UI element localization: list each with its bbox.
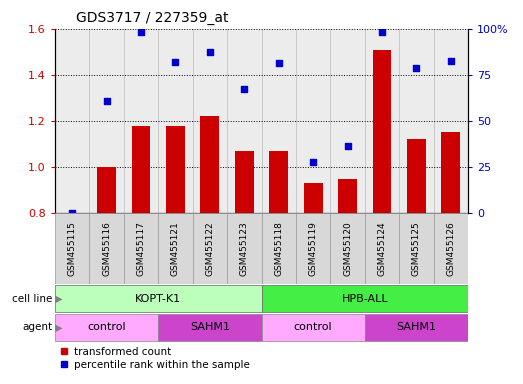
Text: agent: agent: [22, 322, 52, 333]
Bar: [158, 29, 192, 213]
Legend: transformed count, percentile rank within the sample: transformed count, percentile rank withi…: [60, 347, 249, 370]
Bar: [158, 213, 192, 284]
Bar: [365, 313, 468, 341]
Point: [171, 59, 179, 65]
Text: GSM455124: GSM455124: [378, 221, 386, 276]
Text: GSM455116: GSM455116: [102, 221, 111, 276]
Bar: [124, 213, 158, 284]
Point: [447, 58, 455, 64]
Text: KOPT-K1: KOPT-K1: [135, 293, 181, 304]
Text: ▶: ▶: [52, 322, 63, 333]
Text: GSM455122: GSM455122: [206, 221, 214, 276]
Bar: [97, 167, 116, 213]
Text: GSM455120: GSM455120: [343, 221, 352, 276]
Bar: [124, 29, 158, 213]
Bar: [89, 29, 124, 213]
Bar: [262, 313, 365, 341]
Text: ▶: ▶: [52, 293, 63, 304]
Point: [103, 98, 111, 104]
Text: control: control: [294, 322, 333, 333]
Text: GSM455125: GSM455125: [412, 221, 421, 276]
Bar: [192, 29, 227, 213]
Bar: [158, 313, 262, 341]
Bar: [55, 213, 89, 284]
Bar: [235, 151, 254, 213]
Bar: [304, 183, 323, 213]
Text: GSM455123: GSM455123: [240, 221, 249, 276]
Text: GSM455118: GSM455118: [274, 221, 283, 276]
Bar: [372, 50, 392, 213]
Bar: [269, 151, 288, 213]
Text: cell line: cell line: [12, 293, 52, 304]
Bar: [55, 313, 158, 341]
Bar: [55, 285, 262, 313]
Bar: [296, 29, 331, 213]
Point: [137, 30, 145, 36]
Text: GSM455119: GSM455119: [309, 221, 317, 276]
Bar: [441, 132, 460, 213]
Bar: [365, 213, 399, 284]
Text: GSM455117: GSM455117: [137, 221, 145, 276]
Bar: [434, 213, 468, 284]
Bar: [227, 213, 262, 284]
Text: SAHM1: SAHM1: [396, 322, 436, 333]
Text: GSM455115: GSM455115: [67, 221, 77, 276]
Bar: [55, 29, 89, 213]
Point: [206, 49, 214, 55]
Point: [309, 159, 317, 166]
Bar: [227, 29, 262, 213]
Bar: [331, 29, 365, 213]
Point: [344, 143, 352, 149]
Point: [378, 28, 386, 35]
Bar: [399, 213, 434, 284]
Text: GSM455126: GSM455126: [446, 221, 456, 276]
Text: HPB-ALL: HPB-ALL: [342, 293, 388, 304]
Bar: [89, 213, 124, 284]
Point: [240, 86, 248, 92]
Bar: [434, 29, 468, 213]
Bar: [262, 29, 296, 213]
Point: [275, 60, 283, 66]
Bar: [262, 213, 296, 284]
Bar: [399, 29, 434, 213]
Bar: [192, 213, 227, 284]
Bar: [166, 126, 185, 213]
Bar: [338, 179, 357, 213]
Bar: [131, 126, 151, 213]
Bar: [200, 116, 219, 213]
Point: [412, 65, 420, 71]
Bar: [365, 29, 399, 213]
Text: SAHM1: SAHM1: [190, 322, 230, 333]
Bar: [296, 213, 331, 284]
Bar: [407, 139, 426, 213]
Text: GDS3717 / 227359_at: GDS3717 / 227359_at: [75, 11, 228, 25]
Bar: [331, 213, 365, 284]
Bar: [262, 285, 468, 313]
Text: control: control: [87, 322, 126, 333]
Point: [68, 210, 76, 216]
Text: GSM455121: GSM455121: [171, 221, 180, 276]
